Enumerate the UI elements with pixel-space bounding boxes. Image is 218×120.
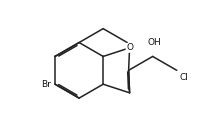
Text: O: O: [126, 43, 133, 52]
Text: Br: Br: [41, 80, 51, 89]
Text: Cl: Cl: [180, 73, 188, 82]
Text: OH: OH: [147, 38, 161, 47]
